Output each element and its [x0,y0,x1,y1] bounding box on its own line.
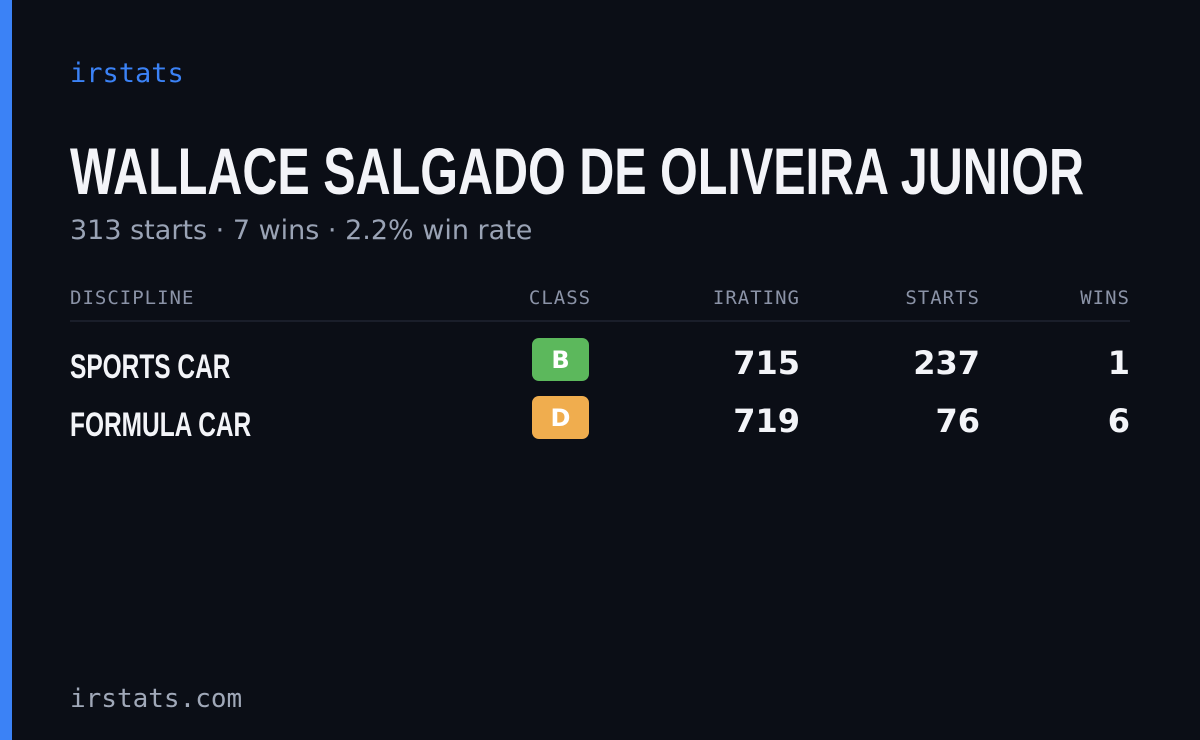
wins: 1 [1108,344,1130,382]
class-badge [532,396,589,439]
starts: 76 [935,402,980,440]
table-body: SPORTS CAR B 715 237 1 FORMULA CAR D 719 76 6 [70,338,1130,444]
column-header: DISCIPLINE [70,287,194,309]
class-letter: D [551,404,571,432]
column-header: STARTS [905,287,980,309]
brand: irstats [70,58,184,89]
accent-bar [0,0,12,740]
discipline-wrap: SPORTS CAR [70,348,230,386]
irating: 715 [733,344,800,382]
discipline: SPORTS CAR [70,348,230,386]
starts: 237 [913,344,980,382]
summary: 313 starts · 7 wins · 2.2% win rate [70,215,532,246]
discipline-wrap: FORMULA CAR [70,406,251,444]
wins: 6 [1108,402,1130,440]
irating: 719 [733,402,800,440]
column-header: CLASS [529,287,591,309]
class-badge [532,338,589,381]
column-header: IRATING [713,287,800,309]
discipline: FORMULA CAR [70,406,251,444]
footer: irstats.com [70,684,242,714]
class-letter: B [551,346,569,374]
column-header: WINS [1080,287,1130,309]
driver-name: WALLACE SALGADO DE OLIVEIRA JUNIOR [70,134,1084,208]
